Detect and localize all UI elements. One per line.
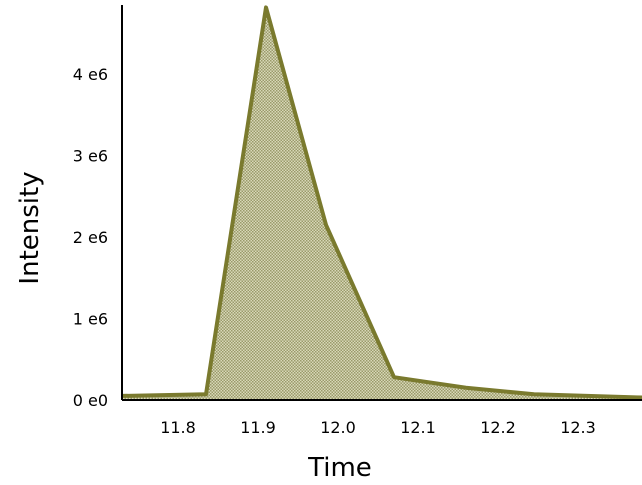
y-tick-label: 0 e0 [73,391,108,410]
axes [121,5,642,401]
x-tick-label: 12.3 [560,418,596,437]
x-tick-label: 11.9 [240,418,276,437]
y-axis-title: Intensity [15,171,45,284]
y-tick-label: 3 e6 [73,147,108,166]
x-axis-title: Time [307,453,372,483]
plot-area [121,5,642,401]
x-tick-label: 11.8 [160,418,196,437]
x-tick-labels: 11.8 11.9 12.0 12.1 12.2 12.3 [160,418,596,437]
series-line [121,5,642,400]
y-tick-label: 4 e6 [73,65,108,84]
x-tick-label: 12.2 [480,418,516,437]
y-tick-label: 2 e6 [73,228,108,247]
area-fill [122,7,642,401]
x-tick-label: 12.0 [320,418,356,437]
y-tick-labels: 0 e0 1 e6 2 e6 3 e6 4 e6 [73,65,108,410]
x-tick-label: 12.1 [400,418,436,437]
y-tick-label: 1 e6 [73,310,108,329]
